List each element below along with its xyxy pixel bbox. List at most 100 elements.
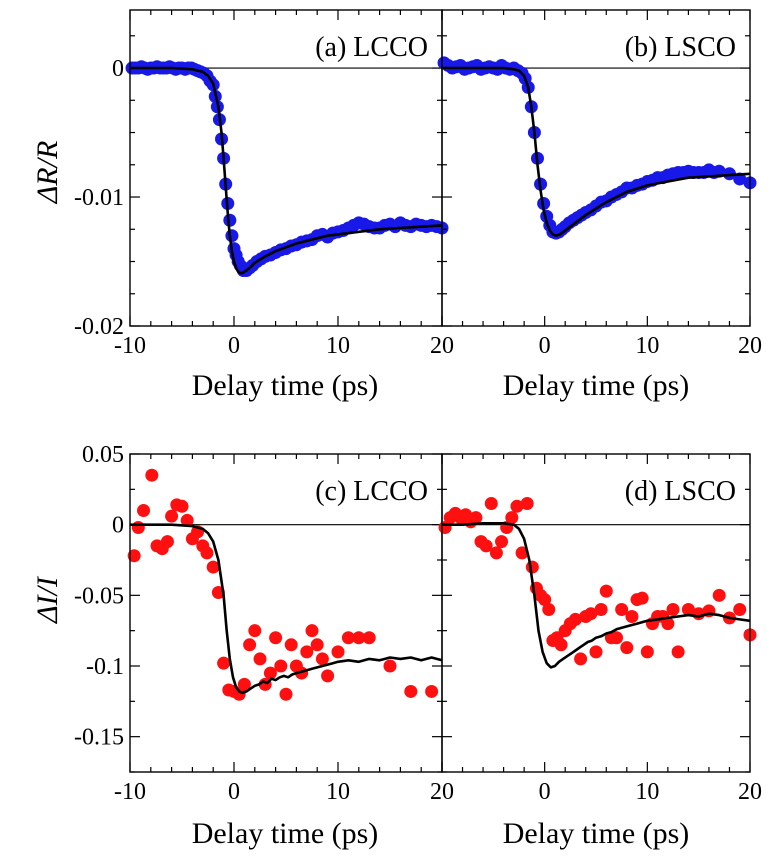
data-point bbox=[589, 645, 603, 659]
data-point bbox=[284, 638, 298, 652]
data-point bbox=[489, 546, 503, 560]
x-tick-label: 0 bbox=[539, 333, 551, 359]
data-point bbox=[165, 509, 179, 523]
data-point bbox=[666, 602, 680, 616]
data-point bbox=[206, 560, 220, 574]
panel-label: (c) LCCO bbox=[315, 476, 428, 507]
data-point bbox=[310, 638, 324, 652]
data-point bbox=[248, 624, 262, 638]
y-tick-label: -0.02 bbox=[74, 314, 124, 340]
data-point bbox=[321, 669, 335, 683]
x-axis-label-c: Delay time (ps) bbox=[192, 817, 379, 850]
y-tick-label: -0.15 bbox=[74, 725, 124, 751]
x-axis-label-b: Delay time (ps) bbox=[503, 369, 690, 402]
data-point bbox=[510, 499, 524, 513]
data-point bbox=[217, 656, 231, 670]
data-point bbox=[712, 588, 726, 602]
data-point bbox=[279, 687, 293, 701]
fit-curve bbox=[442, 522, 751, 669]
data-point bbox=[263, 666, 277, 680]
data-point bbox=[574, 652, 588, 666]
x-tick-label: 0 bbox=[539, 779, 551, 805]
data-point bbox=[253, 652, 267, 666]
data-point bbox=[525, 560, 539, 574]
data-point bbox=[225, 229, 239, 243]
data-point bbox=[640, 645, 654, 659]
y-axis-label-bottom: ΔI/I bbox=[31, 575, 64, 624]
x-tick-label: 0 bbox=[228, 333, 240, 359]
data-point bbox=[615, 602, 629, 616]
data-point bbox=[661, 617, 675, 631]
data-point bbox=[223, 213, 237, 227]
data-point bbox=[484, 496, 498, 510]
fit-curve bbox=[130, 523, 443, 695]
x-tick-label: 0 bbox=[228, 779, 240, 805]
x-tick-label: 10 bbox=[326, 779, 350, 805]
x-tick-label: 20 bbox=[430, 333, 454, 359]
data-point bbox=[352, 631, 366, 645]
data-point bbox=[160, 535, 174, 549]
data-point bbox=[425, 684, 439, 698]
x-tick-label: 10 bbox=[635, 333, 659, 359]
data-point bbox=[127, 549, 141, 563]
x-tick-label: 20 bbox=[738, 779, 762, 805]
plot-frame bbox=[441, 9, 751, 327]
data-point bbox=[137, 504, 151, 518]
fit-curve bbox=[442, 66, 751, 237]
data-point bbox=[274, 659, 288, 673]
y-tick-label: 0 bbox=[112, 56, 124, 82]
fit-curve bbox=[130, 66, 443, 275]
data-point bbox=[515, 546, 529, 560]
data-point bbox=[362, 631, 376, 645]
data-point bbox=[145, 468, 159, 482]
x-axis-label-d: Delay time (ps) bbox=[503, 817, 690, 850]
panel-c: -10 0 10 20 0.05 0 -0.05 -0.1 -0.15 (c) LCCO bbox=[74, 442, 454, 805]
data-point bbox=[671, 645, 685, 659]
data-point bbox=[584, 607, 598, 621]
data-point bbox=[341, 631, 355, 645]
data-point bbox=[594, 602, 608, 616]
data-point bbox=[610, 631, 624, 645]
data-point bbox=[269, 631, 283, 645]
panel-label: (d) LSCO bbox=[625, 476, 736, 507]
data-point bbox=[520, 496, 534, 510]
data-point bbox=[131, 520, 145, 534]
data-point bbox=[237, 677, 251, 691]
data-point bbox=[331, 645, 345, 659]
x-tick-label: 10 bbox=[635, 779, 659, 805]
y-tick-label: -0.05 bbox=[74, 583, 124, 609]
y-tick-label: 0.05 bbox=[82, 442, 124, 468]
data-point bbox=[243, 638, 257, 652]
x-tick-label: 10 bbox=[326, 333, 350, 359]
data-point bbox=[599, 584, 613, 598]
data-point bbox=[200, 546, 214, 560]
x-tick-label: -10 bbox=[114, 779, 146, 805]
plot-frame bbox=[441, 453, 751, 773]
data-point bbox=[568, 612, 582, 626]
data-point bbox=[542, 602, 556, 616]
y-tick-label: -0.1 bbox=[86, 654, 124, 680]
data-point bbox=[635, 591, 649, 605]
x-tick-label: -10 bbox=[114, 333, 146, 359]
x-axis-label-a: Delay time (ps) bbox=[192, 369, 379, 402]
data-point bbox=[404, 684, 418, 698]
data-point bbox=[479, 539, 493, 553]
data-point bbox=[538, 593, 552, 607]
data-point bbox=[383, 659, 397, 673]
panel-d: 0 10 20 (d) LSCO bbox=[438, 453, 762, 805]
data-point bbox=[495, 535, 509, 549]
data-point bbox=[469, 511, 483, 525]
x-tick-label: 20 bbox=[738, 333, 762, 359]
data-point bbox=[305, 624, 319, 638]
data-point bbox=[554, 638, 568, 652]
panel-label: (b) LSCO bbox=[625, 32, 736, 63]
data-point bbox=[180, 513, 194, 527]
data-point bbox=[300, 645, 314, 659]
panel-b: 0 10 20 (b) LSCO bbox=[437, 9, 762, 359]
data-point bbox=[620, 641, 634, 655]
y-axis-label-top: ΔR/R bbox=[31, 141, 64, 205]
y-tick-label: 0 bbox=[112, 513, 124, 539]
y-tick-label: -0.01 bbox=[74, 185, 124, 211]
data-point bbox=[733, 602, 747, 616]
